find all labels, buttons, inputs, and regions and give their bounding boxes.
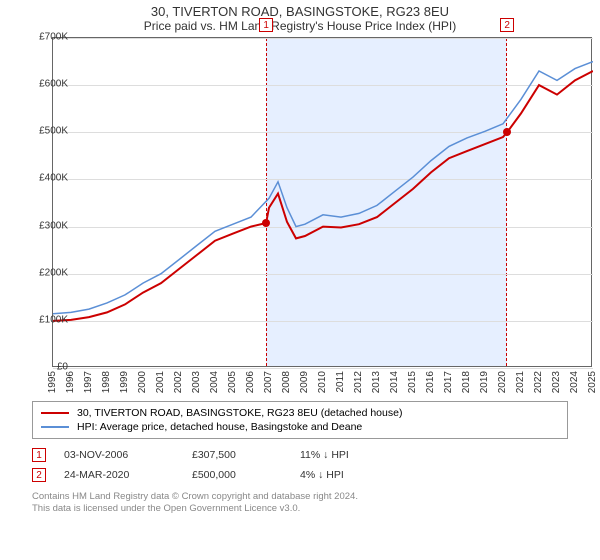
x-tick-label: 2020 [497, 371, 508, 393]
x-tick-label: 2004 [209, 371, 220, 393]
event-dot [262, 219, 270, 227]
footer-line: This data is licensed under the Open Gov… [32, 503, 568, 515]
x-tick-label: 2003 [191, 371, 202, 393]
y-tick-label: £700K [39, 32, 68, 43]
y-tick-label: £100K [39, 314, 68, 325]
x-tick-label: 2014 [389, 371, 400, 393]
chart-area: 12 £0£100K£200K£300K£400K£500K£600K£700K… [38, 37, 598, 397]
x-tick-label: 2007 [263, 371, 274, 393]
y-tick-label: £300K [39, 220, 68, 231]
x-tick-label: 2017 [443, 371, 454, 393]
x-tick-label: 1995 [47, 371, 58, 393]
x-tick-label: 2009 [299, 371, 310, 393]
x-tick-label: 2016 [425, 371, 436, 393]
footer-attribution: Contains HM Land Registry data © Crown c… [32, 491, 568, 516]
x-tick-label: 2024 [569, 371, 580, 393]
legend-item-price-paid: 30, TIVERTON ROAD, BASINGSTOKE, RG23 8EU… [41, 406, 559, 420]
legend-label: 30, TIVERTON ROAD, BASINGSTOKE, RG23 8EU… [77, 407, 402, 419]
x-tick-label: 2013 [371, 371, 382, 393]
line-series [53, 38, 593, 368]
marker-label: 2 [500, 18, 514, 32]
x-tick-label: 2005 [227, 371, 238, 393]
x-tick-label: 2010 [317, 371, 328, 393]
x-tick-label: 2018 [461, 371, 472, 393]
marker-label: 1 [259, 18, 273, 32]
legend: 30, TIVERTON ROAD, BASINGSTOKE, RG23 8EU… [32, 401, 568, 439]
x-tick-label: 2021 [515, 371, 526, 393]
y-tick-label: £500K [39, 126, 68, 137]
x-tick-label: 2023 [551, 371, 562, 393]
plot-region: 12 [52, 37, 592, 367]
x-tick-label: 2002 [173, 371, 184, 393]
series-price_paid [53, 71, 593, 321]
x-tick-label: 1999 [119, 371, 130, 393]
x-tick-label: 1997 [83, 371, 94, 393]
legend-swatch [41, 412, 69, 414]
legend-label: HPI: Average price, detached house, Basi… [77, 421, 362, 433]
y-tick-label: £400K [39, 173, 68, 184]
event-marker-icon: 2 [32, 468, 46, 482]
event-pct: 11% ↓ HPI [300, 449, 400, 461]
x-tick-label: 1998 [101, 371, 112, 393]
y-tick-label: £600K [39, 79, 68, 90]
x-tick-label: 2011 [335, 371, 346, 393]
x-tick-label: 2006 [245, 371, 256, 393]
event-date: 03-NOV-2006 [64, 449, 174, 461]
series-hpi [53, 62, 593, 314]
x-tick-label: 2012 [353, 371, 364, 393]
event-row: 2 24-MAR-2020 £500,000 4% ↓ HPI [32, 465, 568, 485]
y-tick-label: £200K [39, 267, 68, 278]
x-tick-label: 2000 [137, 371, 148, 393]
event-price: £500,000 [192, 469, 282, 481]
footer-line: Contains HM Land Registry data © Crown c… [32, 491, 568, 503]
legend-swatch [41, 426, 69, 428]
chart-container: 30, TIVERTON ROAD, BASINGSTOKE, RG23 8EU… [0, 0, 600, 560]
events-table: 1 03-NOV-2006 £307,500 11% ↓ HPI 2 24-MA… [32, 445, 568, 485]
event-price: £307,500 [192, 449, 282, 461]
event-date: 24-MAR-2020 [64, 469, 174, 481]
x-tick-label: 2008 [281, 371, 292, 393]
event-pct: 4% ↓ HPI [300, 469, 400, 481]
event-marker-icon: 1 [32, 448, 46, 462]
x-tick-label: 2015 [407, 371, 418, 393]
chart-title: 30, TIVERTON ROAD, BASINGSTOKE, RG23 8EU [0, 0, 600, 19]
x-tick-label: 2025 [587, 371, 598, 393]
legend-item-hpi: HPI: Average price, detached house, Basi… [41, 420, 559, 434]
x-tick-label: 2001 [155, 371, 166, 393]
event-dot [503, 128, 511, 136]
x-tick-label: 1996 [65, 371, 76, 393]
x-tick-label: 2022 [533, 371, 544, 393]
x-tick-label: 2019 [479, 371, 490, 393]
event-row: 1 03-NOV-2006 £307,500 11% ↓ HPI [32, 445, 568, 465]
